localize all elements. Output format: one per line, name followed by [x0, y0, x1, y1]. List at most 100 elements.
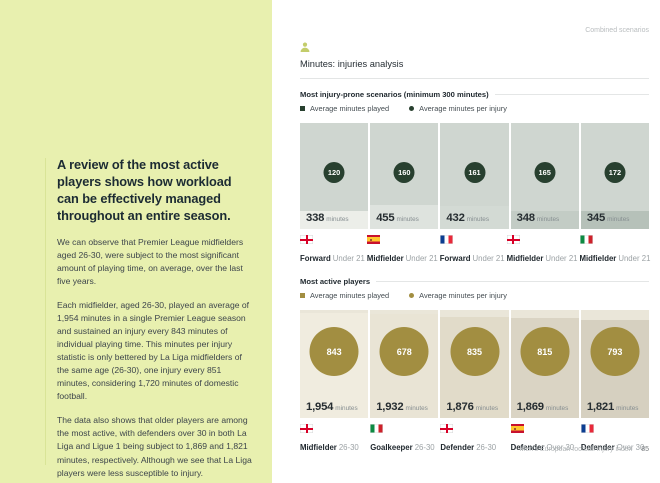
minutes-value: 432 [446, 212, 465, 224]
minutes-per-injury-circle: 835 [450, 327, 499, 376]
analysis-panel: Minutes: injuries analysis Most injury-p… [300, 0, 651, 455]
chart-column: 815 1,869 minutes [510, 310, 579, 418]
age-label: Over 30 [546, 443, 575, 452]
most-active-chart: 843 1,954 minutes 678 1,932 minutes 835 1,… [300, 310, 650, 418]
column-label: Defender Over 30 [580, 424, 649, 455]
minutes-row: 345 minutes [587, 208, 630, 226]
injury-prone-chart-labels: Forward Under 21 Midfielder Under 21 Forwa… [300, 235, 651, 266]
minutes-row: 1,869 minutes [517, 397, 569, 415]
age-label: 26-30 [414, 443, 435, 452]
legend-label: Average minutes played [310, 291, 390, 300]
summary-paragraph-2: Each midfielder, aged 26-30, played an a… [57, 299, 250, 402]
column-label: Defender 26-30 [440, 424, 508, 455]
position-label: Midfielder [579, 254, 617, 263]
minutes-unit: minutes [326, 216, 349, 223]
minutes-unit: minutes [616, 405, 639, 412]
summary-text-block: A review of the most active players show… [57, 156, 254, 480]
minutes-unit: minutes [607, 216, 630, 223]
age-label: Under 21 [405, 254, 438, 263]
age-label: 26-30 [338, 443, 359, 452]
summary-headline: A review of the most active players show… [57, 157, 232, 224]
square-marker-icon [300, 106, 305, 111]
legend-label: Average minutes played [310, 104, 390, 113]
minutes-row: 348 minutes [517, 208, 560, 226]
minutes-value: 1,932 [376, 401, 404, 413]
column-label: Forward Under 21 [439, 235, 505, 266]
minutes-unit: minutes [545, 405, 569, 412]
minutes-row: 338 minutes [306, 208, 349, 226]
legend-most-active: Average minutes played Average minutes p… [300, 291, 649, 300]
minutes-unit: minutes [466, 216, 490, 223]
minutes-value: 1,821 [586, 401, 615, 413]
page-number: 85 [641, 446, 649, 453]
age-label: 26-30 [476, 443, 497, 452]
flag-icon [580, 424, 594, 433]
age-label: Under 21 [332, 254, 365, 263]
section-header-injury-prone: Most injury-prone scenarios (minimum 300… [300, 90, 649, 99]
minutes-unit: minutes [405, 405, 428, 412]
chart-column: 678 1,932 minutes [370, 310, 439, 418]
column-label: Midfielder Under 21 [506, 235, 578, 266]
chart-column: 120 338 minutes [300, 123, 369, 229]
minutes-played-bar [440, 206, 509, 229]
minutes-row: 455 minutes [376, 208, 419, 226]
minutes-value: 1,954 [306, 401, 334, 413]
minutes-per-injury-circle: 172 [604, 162, 626, 183]
minutes-per-injury-circle: 120 [323, 162, 345, 183]
position-label: Forward [439, 254, 471, 263]
chart-column: 843 1,954 minutes [300, 310, 369, 418]
flag-icon [579, 235, 593, 244]
summary-paragraph-3: The data also shows that older players a… [57, 415, 252, 478]
age-label: Under 21 [618, 254, 651, 263]
position-label: Defender [510, 443, 545, 452]
legend-injury-prone: Average minutes played Average minutes p… [300, 104, 649, 113]
minutes-played-bar [580, 210, 650, 229]
minutes-value: 1,876 [446, 401, 474, 413]
minutes-per-injury-circle: 793 [590, 327, 640, 376]
vertical-divider [45, 158, 46, 465]
chart-column: 793 1,821 minutes [580, 310, 650, 418]
page-footer: Men's European football injury index 85 [520, 446, 649, 453]
age-label: Over 30 [616, 443, 645, 452]
flag-icon [366, 235, 380, 244]
flag-icon [506, 235, 520, 244]
minutes-per-injury-circle: 160 [393, 162, 415, 183]
legend-item-injury: Average minutes per injury [409, 104, 507, 113]
person-icon [300, 42, 310, 52]
minutes-unit: minutes [396, 216, 419, 223]
section-title: Most active players [300, 277, 371, 286]
position-label: Midfielder [300, 443, 337, 452]
flag-icon [439, 235, 453, 244]
column-label: Goalkeeper 26-30 [370, 424, 438, 455]
position-label: Midfielder [506, 254, 544, 263]
most-active-chart-labels: Midfielder 26-30 Goalkeeper 26-30 Defender… [300, 424, 649, 455]
minutes-per-injury-circle: 815 [520, 327, 570, 376]
chart-column: 835 1,876 minutes [440, 310, 509, 418]
minutes-row: 1,876 minutes [446, 397, 498, 415]
circle-marker-icon [409, 293, 415, 298]
minutes-played-bar [300, 211, 369, 229]
flag-icon [300, 424, 313, 433]
minutes-unit: minutes [536, 216, 560, 223]
chart-column: 165 348 minutes [510, 123, 579, 229]
minutes-unit: minutes [475, 405, 499, 412]
minutes-row: 1,954 minutes [306, 397, 358, 415]
minutes-per-injury-circle: 161 [464, 162, 485, 183]
chart-column: 160 455 minutes [370, 123, 439, 229]
injury-prone-chart: 120 338 minutes 160 455 minutes 161 432 min… [300, 123, 650, 229]
column-label: Midfielder Under 21 [579, 235, 651, 266]
minutes-value: 348 [516, 212, 535, 224]
minutes-played-bar [510, 210, 579, 229]
column-label: Forward Under 21 [300, 235, 365, 266]
minutes-value: 345 [586, 212, 606, 224]
combined-scenarios-label: Combined scenarios [585, 27, 649, 34]
minutes-value: 338 [306, 212, 325, 224]
minutes-played-bar [370, 205, 439, 229]
minutes-value: 1,869 [516, 401, 544, 413]
legend-item-played: Average minutes played [300, 291, 389, 300]
column-label: Midfielder Under 21 [366, 235, 438, 266]
left-summary-panel: A review of the most active players show… [0, 0, 272, 483]
legend-label: Average minutes per injury [419, 104, 507, 113]
minutes-per-injury-circle: 165 [534, 162, 556, 183]
age-label: Under 21 [472, 254, 505, 263]
